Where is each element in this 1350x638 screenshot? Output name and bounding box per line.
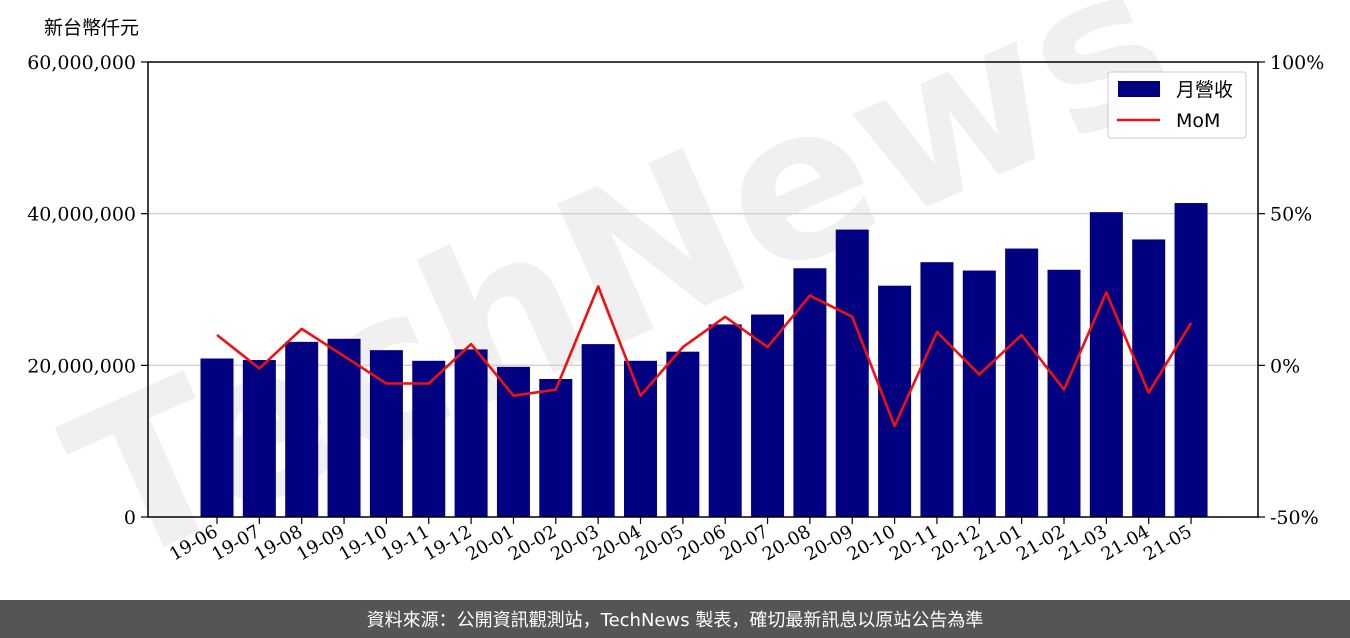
bar-20-09	[835, 229, 869, 517]
y-unit-label: 新台幣仟元	[44, 17, 139, 39]
bar-21-05	[1174, 203, 1208, 518]
bar-20-12	[962, 270, 996, 517]
bar-20-05	[666, 351, 700, 517]
y-right-tick-label: 100%	[1270, 52, 1324, 74]
bar-19-10	[369, 350, 403, 517]
legend-label-mom: MoM	[1176, 110, 1220, 132]
bar-series	[200, 203, 1208, 518]
bar-19-11	[412, 360, 446, 517]
y-right-tick-label: -50%	[1270, 507, 1319, 529]
bar-19-08	[285, 341, 319, 517]
y-left-tick-label: 20,000,000	[27, 355, 136, 377]
bar-20-04	[624, 360, 657, 517]
bar-20-03	[581, 344, 615, 517]
plot-frame	[147, 61, 1259, 518]
line-series	[216, 285, 1193, 428]
y-left-tick-label: 0	[124, 507, 136, 529]
y-right-tick-label: 0%	[1270, 355, 1300, 377]
bar-19-09	[327, 338, 361, 517]
bar-20-02	[539, 378, 573, 517]
x-tick-label-21-05: 21-05	[1140, 521, 1195, 565]
bar-21-03	[1089, 212, 1123, 517]
bar-20-11	[920, 262, 954, 517]
source-footer: 資料來源：公開資訊觀測站，TechNews 製表，確切最新訊息以原站公告為準	[0, 600, 1350, 638]
revenue-chart: TechNews 020,000,00040,000,00060,000,000…	[27, 0, 1324, 600]
legend-swatch-bar	[1118, 81, 1160, 97]
mom-line	[216, 285, 1193, 428]
bar-21-01	[1005, 248, 1039, 518]
y-left-tick-label: 40,000,000	[27, 204, 136, 226]
bar-20-01	[496, 366, 530, 517]
footer-text: 資料來源：公開資訊觀測站，TechNews 製表，確切最新訊息以原站公告為準	[366, 610, 984, 631]
bar-20-07	[751, 314, 785, 517]
legend-label-revenue: 月營收	[1176, 79, 1233, 101]
bar-20-06	[708, 324, 742, 517]
bar-19-06	[200, 358, 234, 517]
bar-19-07	[242, 360, 276, 517]
bar-20-08	[793, 268, 827, 517]
bar-21-04	[1132, 239, 1166, 517]
bar-21-02	[1047, 269, 1081, 517]
legend: 月營收 MoM	[1107, 71, 1247, 139]
bar-19-12	[454, 349, 488, 517]
y-left-tick-label: 60,000,000	[27, 52, 136, 74]
y-right-tick-label: 50%	[1270, 204, 1312, 226]
